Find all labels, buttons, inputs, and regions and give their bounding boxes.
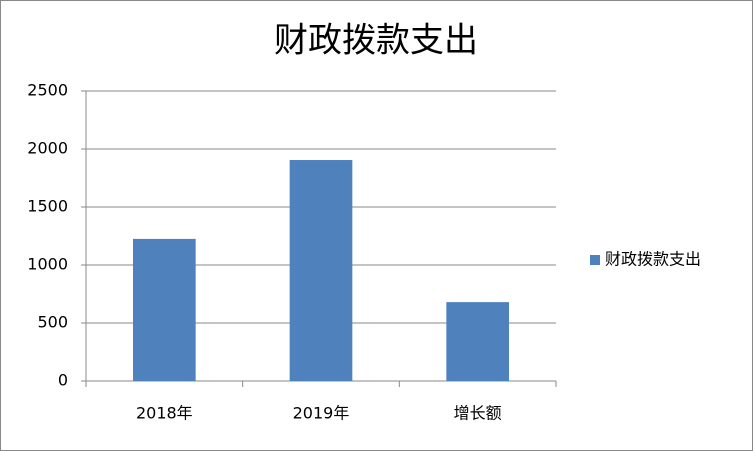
legend-swatch <box>590 255 600 265</box>
bar <box>133 238 196 381</box>
legend-label: 财政拨款支出 <box>605 250 701 269</box>
x-tick-label: 2018年 <box>136 404 193 423</box>
x-tick-label: 2019年 <box>293 404 350 423</box>
x-tick-label: 增长额 <box>454 404 502 423</box>
y-tick-label: 0 <box>58 371 68 390</box>
y-tick-label: 1500 <box>27 197 68 216</box>
bar <box>446 302 509 381</box>
y-tick-label: 2000 <box>27 139 68 158</box>
y-tick-label: 1000 <box>27 255 68 274</box>
y-tick-label: 2500 <box>27 81 68 100</box>
y-tick-label: 500 <box>37 313 68 332</box>
bar <box>289 160 353 381</box>
chart-title: 财政拨款支出 <box>274 21 478 61</box>
